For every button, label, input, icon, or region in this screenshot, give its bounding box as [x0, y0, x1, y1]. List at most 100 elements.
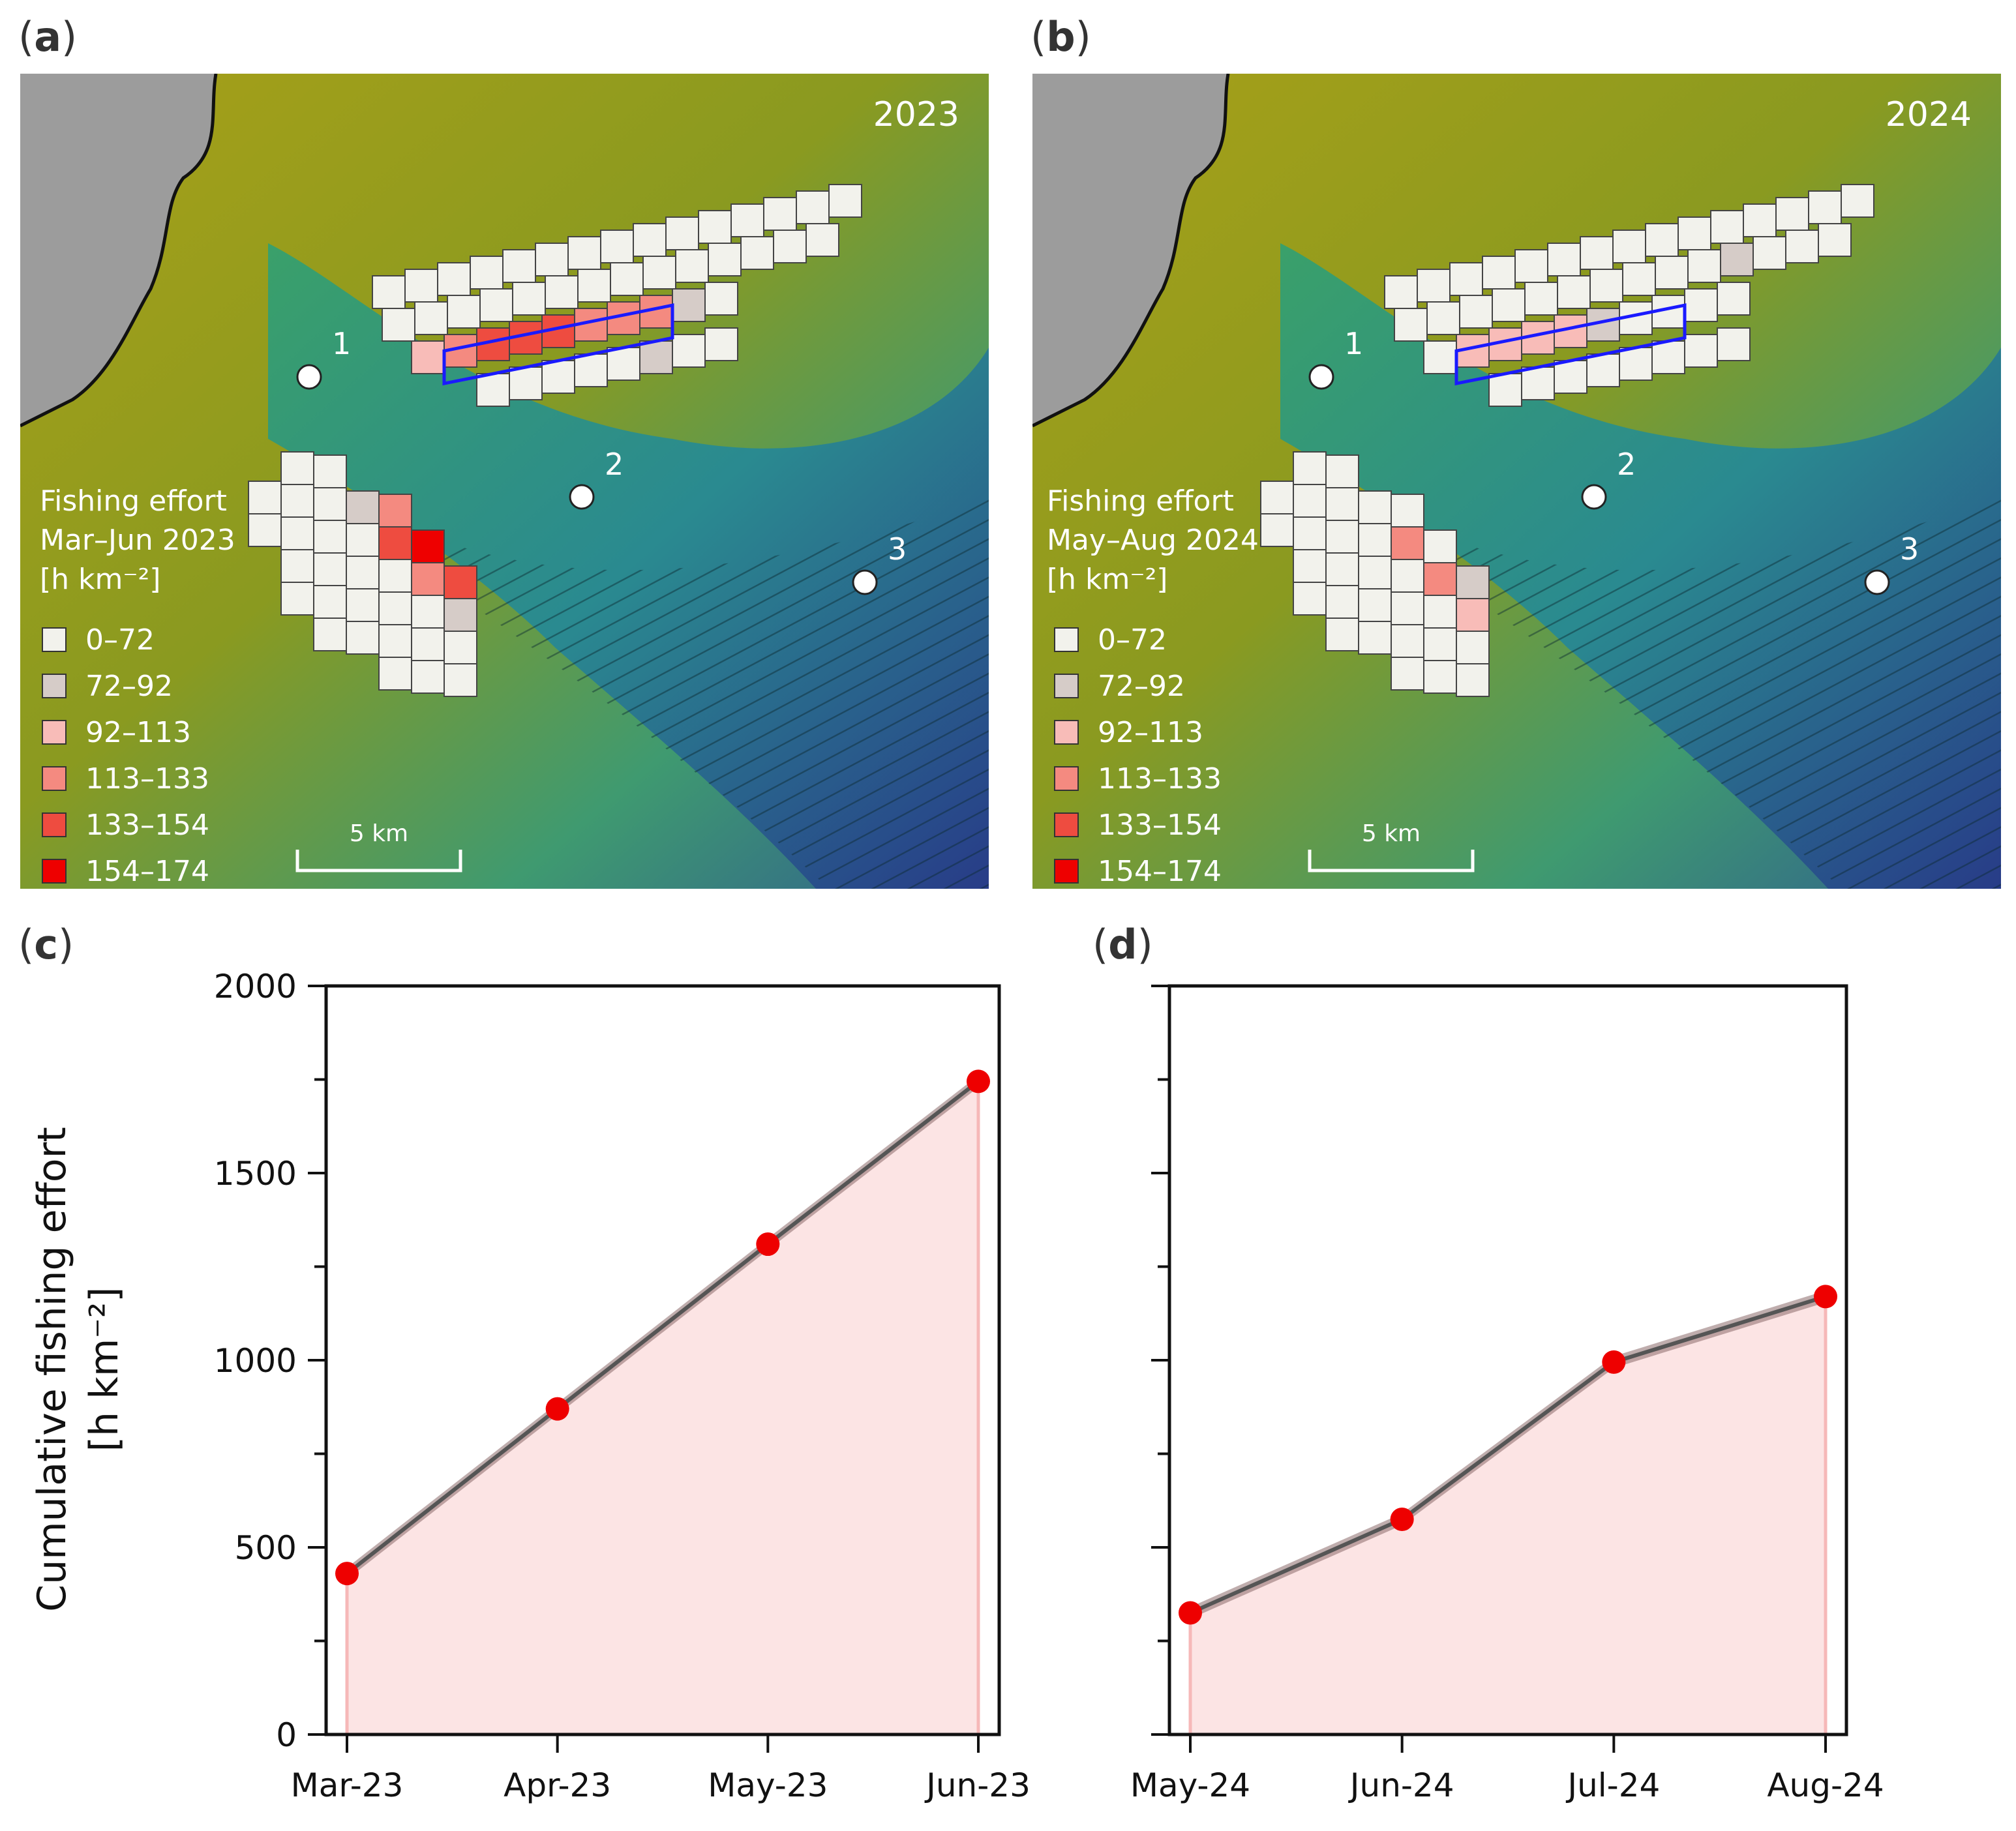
grid-cell — [1645, 223, 1679, 257]
grid-cell — [545, 275, 579, 309]
grid-cell — [1687, 249, 1721, 283]
grid-cell — [1612, 230, 1646, 263]
grid-cell — [502, 249, 536, 283]
series-line — [346, 1079, 980, 1575]
grid-cell — [512, 282, 546, 316]
grid-cell — [1492, 288, 1526, 322]
grid-cell — [607, 347, 640, 381]
grid-cell — [248, 481, 282, 514]
grid-cell — [1325, 487, 1359, 521]
x-tick-label: May-24 — [1130, 1766, 1250, 1804]
x-tick-label: Jun-23 — [924, 1766, 1031, 1804]
grid-cell — [1423, 627, 1457, 661]
grid-cell — [378, 591, 412, 625]
data-point — [1390, 1507, 1414, 1531]
legend-swatch — [1054, 674, 1079, 698]
grid-cell — [1580, 236, 1614, 270]
highlight-outline — [442, 303, 674, 386]
svg-text:(d): (d) — [1092, 921, 1153, 968]
legend-swatch — [1054, 766, 1079, 791]
grid-cell — [708, 243, 742, 276]
grid-cell — [1524, 282, 1558, 316]
grid-cell — [672, 334, 706, 368]
grid-cell — [1293, 451, 1327, 485]
grid-cell — [1423, 340, 1457, 374]
data-point — [335, 1562, 359, 1586]
y-tick-label: 500 — [235, 1529, 297, 1567]
grid-cell — [414, 301, 448, 335]
legend-label: 154–174 — [1098, 855, 1222, 888]
legend-swatch — [1054, 627, 1079, 652]
grid-cell — [411, 627, 445, 661]
svg-text:(c): (c) — [18, 921, 74, 968]
data-point — [1179, 1601, 1202, 1625]
grid-cell — [1293, 516, 1327, 550]
y-axis-label-line2: [h km⁻²] — [82, 1287, 127, 1452]
legend-swatch — [1054, 859, 1079, 884]
map-panel-b: 2024 1 2 3 Fishing effort May–Aug 20 — [1032, 74, 2001, 889]
grid-cell — [1818, 223, 1852, 257]
grid-cell — [1720, 243, 1754, 276]
grid-cell — [535, 243, 569, 276]
grid-cell — [1514, 249, 1548, 283]
grid-cell — [633, 223, 667, 257]
grid-cell — [1717, 282, 1751, 316]
grid-cell — [444, 663, 477, 697]
grid-cell — [1557, 275, 1591, 309]
x-tick-label: Aug-24 — [1767, 1766, 1884, 1804]
highlight-outline — [1454, 303, 1687, 386]
legend: Fishing effort Mar–Jun 2023 [h km⁻²] 0–7… — [40, 484, 235, 888]
scale-bar: 5 km — [1308, 820, 1475, 872]
legend-label: 92–113 — [85, 716, 191, 749]
legend-swatch — [42, 859, 67, 884]
grid-cell — [665, 216, 699, 250]
grid-cell — [730, 203, 764, 237]
chart-d: May-24 Jun-24 Jul-24 Aug-24 — [1130, 984, 1884, 1804]
grid-cell — [698, 210, 732, 244]
grid-cell — [1391, 657, 1424, 691]
grid-cell — [1391, 624, 1424, 658]
scale-bar: 5 km — [295, 820, 462, 872]
site-marker-2: 2 — [569, 447, 624, 510]
legend-label: 92–113 — [1098, 716, 1203, 749]
panel-label-c: (c) — [18, 921, 74, 968]
grid-cell — [1325, 520, 1359, 554]
data-point — [1814, 1285, 1837, 1309]
grid-cell — [1589, 269, 1623, 303]
land-area — [20, 74, 216, 426]
area-fill — [347, 1081, 978, 1734]
scale-bar-label: 5 km — [1362, 820, 1421, 847]
grid-cell — [541, 360, 575, 394]
grid-cell — [642, 256, 676, 290]
legend-title-line1: Fishing effort — [40, 484, 227, 518]
grid-cell — [639, 340, 673, 374]
grid-cell — [1449, 262, 1483, 296]
data-point — [967, 1069, 990, 1094]
grid-cell — [600, 230, 634, 263]
site-marker-1: 1 — [1308, 326, 1363, 390]
scale-bar-label: 5 km — [350, 820, 408, 847]
grid-cell — [1358, 621, 1392, 655]
grid-cell — [378, 624, 412, 658]
grid-cell — [378, 526, 412, 560]
y-axis-label: Cumulative fishing effort [h km⁻²] — [29, 1127, 127, 1612]
grid-cell — [1456, 663, 1490, 697]
legend-swatch — [1054, 812, 1079, 837]
legend-label: 0–72 — [85, 623, 155, 657]
grid-cell — [1417, 269, 1451, 303]
series-line — [1189, 1294, 1826, 1615]
y-tick-label: 1500 — [214, 1155, 297, 1193]
map-panel-a: 2023 1 2 3 Fishing effort Mar–Jun 20 — [20, 74, 989, 889]
legend-label: 113–133 — [1098, 762, 1222, 796]
land-area — [1032, 74, 1228, 426]
grid-cell — [1325, 618, 1359, 651]
grid-cell — [444, 565, 477, 599]
panel-letter-d: d — [1108, 921, 1137, 968]
grid-cell — [740, 236, 774, 270]
panel-letter-c: c — [34, 921, 58, 968]
grid-cell — [509, 366, 543, 400]
grid-cell — [313, 552, 347, 586]
grid-cell — [444, 631, 477, 664]
legend-title-line1: Fishing effort — [1047, 484, 1234, 518]
grid-cell — [346, 490, 380, 524]
